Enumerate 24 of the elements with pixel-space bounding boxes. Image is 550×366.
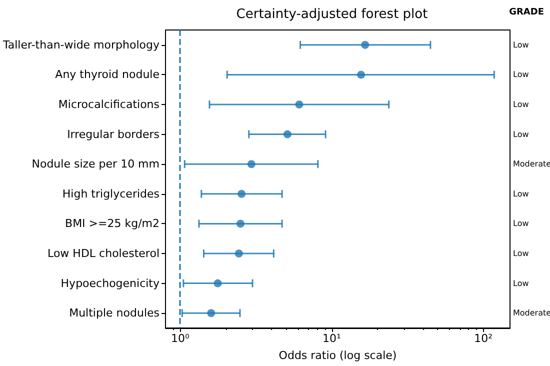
x-tick-label: 10⁰ xyxy=(170,332,190,345)
y-tick-label: BMI >=25 kg/m2 xyxy=(65,217,160,230)
text: Low xyxy=(513,249,530,258)
text: Low xyxy=(513,189,530,198)
y-tick-label: Low HDL cholesterol xyxy=(48,247,160,260)
x-tick-label: 10¹ xyxy=(322,332,341,345)
y-tick-label: Hypoechogenicity xyxy=(60,276,160,290)
x-axis-title: Odds ratio (log scale) xyxy=(278,349,397,362)
text: Low xyxy=(513,70,530,80)
y-tick-label: Taller-than-wide morphology xyxy=(2,38,160,52)
y-tick-label: Microcalcifications xyxy=(58,98,160,111)
y-tick-label: Nodule size per 10 mm xyxy=(32,158,160,171)
text: Low xyxy=(513,130,530,139)
y-tick-label: Multiple nodules xyxy=(69,306,160,320)
text: Low xyxy=(513,40,530,50)
chart-title: Certainty-adjusted forest plot xyxy=(236,7,428,22)
text: Low xyxy=(513,278,530,288)
text: Low xyxy=(513,219,530,228)
text: Low xyxy=(513,100,530,109)
y-tick-label: Any thyroid nodule xyxy=(55,68,160,82)
x-tick-label: 10² xyxy=(474,332,493,345)
y-tick-label: Irregular borders xyxy=(67,128,160,141)
y-tick-label: High triglycerides xyxy=(62,187,160,200)
text: GRADE xyxy=(509,8,544,18)
